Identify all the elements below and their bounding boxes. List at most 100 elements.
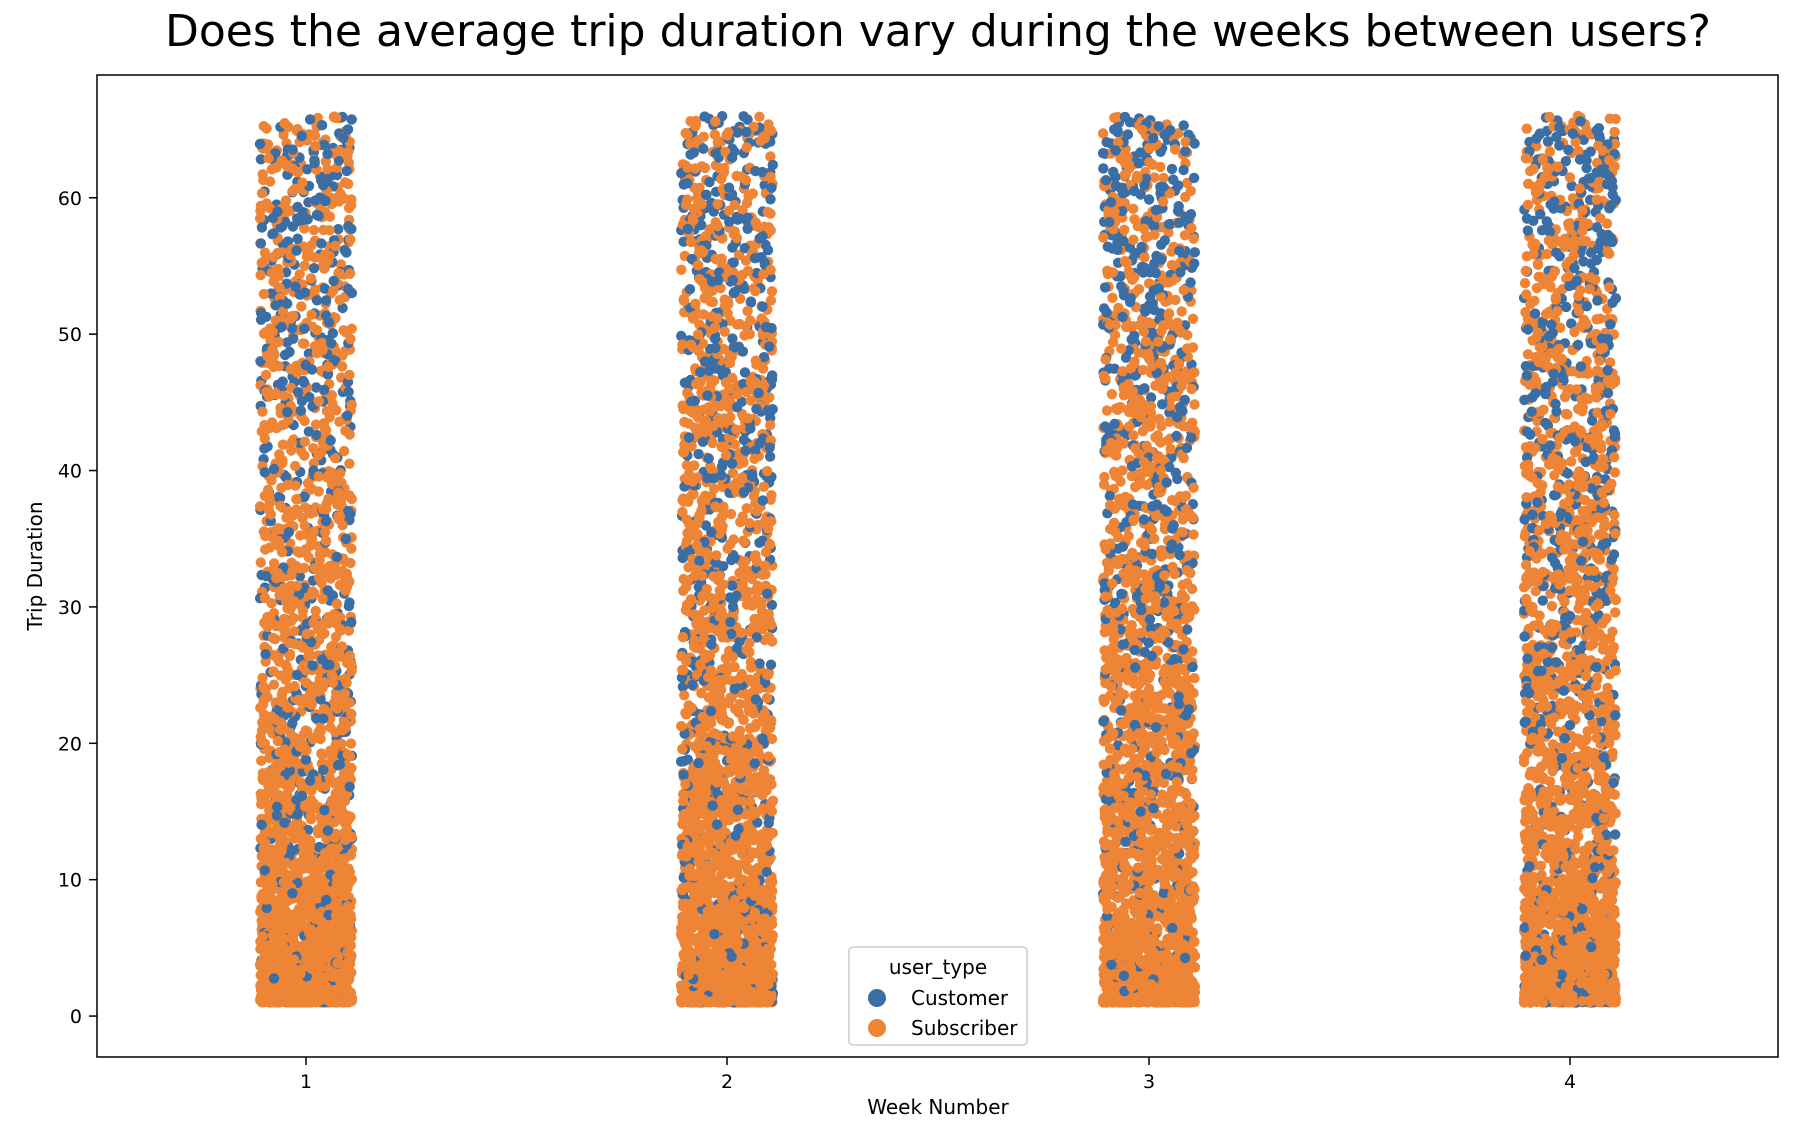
point-subscriber: [305, 798, 316, 810]
point-subscriber: [278, 129, 289, 140]
point-subscriber: [299, 562, 310, 574]
point-subscriber: [697, 590, 708, 602]
point-customer: [750, 165, 761, 177]
point-subscriber: [327, 677, 339, 688]
point-customer: [747, 471, 758, 482]
point-customer: [724, 216, 735, 227]
point-customer: [742, 223, 753, 234]
point-customer: [342, 124, 354, 135]
point-subscriber: [270, 761, 281, 772]
point-customer: [256, 222, 268, 233]
point-subscriber: [310, 948, 322, 959]
point-subscriber: [268, 679, 280, 690]
point-subscriber: [305, 508, 316, 519]
point-subscriber: [283, 757, 295, 768]
point-customer: [698, 143, 709, 154]
point-customer: [764, 341, 775, 352]
point-subscriber: [346, 709, 357, 720]
point-subscriber: [313, 396, 325, 407]
point-subscriber: [766, 636, 778, 647]
point-subscriber: [260, 790, 271, 801]
point-subscriber: [268, 251, 279, 263]
point-subscriber: [331, 789, 343, 800]
point-subscriber: [334, 624, 346, 635]
point-customer: [268, 463, 280, 475]
point-subscriber: [256, 755, 267, 766]
point-subscriber: [765, 225, 776, 236]
point-customer: [304, 114, 316, 125]
point-subscriber: [262, 484, 274, 496]
point-subscriber: [289, 626, 300, 637]
point-customer: [704, 176, 715, 188]
point-subscriber: [327, 939, 339, 951]
point-customer: [739, 367, 751, 378]
point-subscriber: [716, 173, 727, 185]
point-customer: [343, 221, 354, 232]
point-subscriber: [344, 458, 355, 469]
point-customer: [260, 649, 271, 660]
point-customer: [343, 386, 354, 398]
point-subscriber: [292, 505, 303, 517]
point-subscriber: [688, 215, 699, 226]
point-subscriber: [282, 479, 294, 491]
point-subscriber: [317, 593, 328, 605]
point-subscriber: [344, 866, 355, 878]
point-subscriber: [746, 662, 757, 673]
point-subscriber: [747, 809, 758, 821]
point-subscriber: [264, 323, 276, 334]
point-subscriber: [729, 199, 740, 211]
point-subscriber: [332, 491, 344, 502]
point-subscriber: [329, 832, 341, 843]
point-subscriber: [260, 544, 271, 555]
point-subscriber: [284, 650, 296, 662]
point-subscriber: [741, 644, 752, 655]
point-subscriber: [308, 224, 320, 236]
point-customer: [753, 387, 764, 399]
point-subscriber: [750, 585, 761, 596]
point-customer: [259, 467, 270, 478]
point-customer: [732, 127, 743, 138]
point-subscriber: [681, 460, 693, 471]
point-subscriber: [328, 777, 339, 788]
point-subscriber: [270, 388, 282, 399]
point-subscriber: [341, 823, 353, 834]
point-customer: [726, 458, 738, 469]
point-customer: [311, 209, 323, 221]
point-subscriber: [758, 481, 770, 492]
point-subscriber: [731, 319, 743, 330]
point-subscriber: [278, 877, 290, 888]
point-subscriber: [269, 773, 280, 784]
point-customer: [751, 403, 762, 415]
point-subscriber: [741, 142, 752, 153]
point-subscriber: [272, 789, 284, 800]
point-subscriber: [275, 717, 286, 728]
point-subscriber: [277, 950, 288, 961]
point-subscriber: [762, 669, 773, 680]
point-subscriber: [760, 569, 771, 580]
point-subscriber: [261, 386, 272, 398]
point-customer: [296, 130, 307, 142]
point-subscriber: [683, 969, 694, 980]
point-subscriber: [256, 188, 268, 199]
point-subscriber: [290, 965, 302, 976]
point-subscriber: [329, 805, 340, 817]
point-subscriber: [344, 490, 355, 501]
point-subscriber: [730, 793, 741, 804]
point-subscriber: [710, 217, 721, 228]
point-subscriber: [740, 255, 752, 266]
point-subscriber: [708, 981, 719, 993]
point-subscriber: [305, 273, 317, 284]
point-subscriber: [745, 974, 756, 985]
point-subscriber: [297, 177, 308, 188]
point-subscriber: [320, 504, 332, 515]
point-subscriber: [285, 580, 296, 592]
point-customer: [316, 120, 328, 131]
point-subscriber: [270, 995, 281, 1006]
point-subscriber: [736, 627, 747, 638]
point-subscriber: [762, 206, 773, 218]
point-subscriber: [691, 892, 703, 904]
point-subscriber: [291, 360, 302, 371]
point-customer: [291, 213, 303, 224]
point-subscriber: [255, 205, 266, 217]
